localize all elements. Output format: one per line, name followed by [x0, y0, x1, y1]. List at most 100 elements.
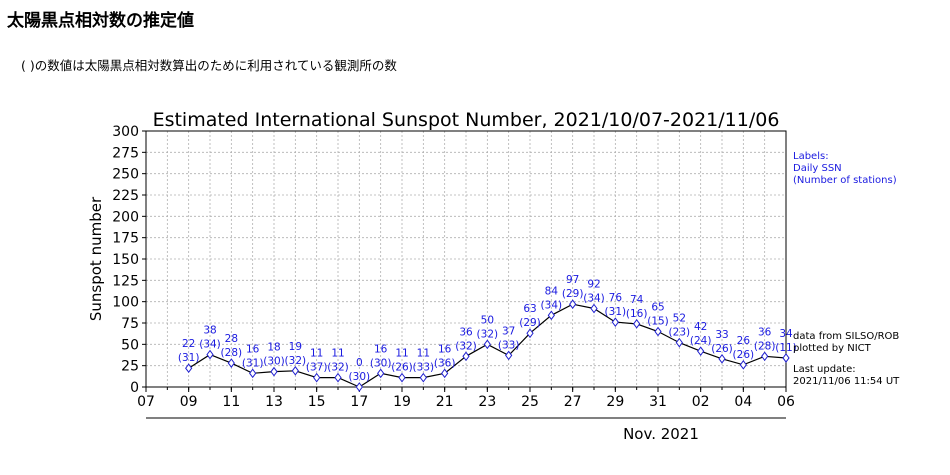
data-point-marker — [206, 349, 214, 360]
x-tick-label: 29 — [606, 394, 624, 410]
data-point-marker — [185, 363, 193, 374]
stations-label: (24) — [690, 335, 712, 347]
y-tick-label: 250 — [112, 167, 139, 183]
source-line1: data from SILSO/ROB — [793, 331, 899, 342]
data-point-marker — [718, 354, 726, 364]
stations-label: (28) — [221, 347, 243, 359]
data-point-marker — [611, 317, 619, 327]
stations-label: (15) — [647, 316, 669, 328]
y-tick-label: 200 — [112, 209, 139, 225]
stations-label: (11) — [775, 342, 797, 354]
update-line1: Last update: — [793, 364, 856, 375]
stations-label: (36) — [434, 357, 456, 369]
data-point-marker — [462, 351, 470, 362]
stations-label: (32) — [285, 355, 307, 367]
y-tick-label: 50 — [121, 337, 139, 353]
value-label: 50 — [481, 314, 494, 326]
data-point-marker — [355, 382, 363, 392]
x-tick-label: 13 — [265, 394, 283, 410]
stations-label: (34) — [583, 292, 605, 304]
value-label: 16 — [438, 343, 452, 355]
value-label: 33 — [715, 329, 728, 341]
data-point-marker — [398, 372, 406, 383]
source-line2: plotted by NICT — [793, 343, 872, 354]
x-tick-label: 11 — [222, 394, 240, 410]
value-label: 36 — [758, 326, 772, 338]
x-tick-label: 27 — [564, 394, 582, 410]
x-tick-label: 17 — [350, 394, 368, 410]
value-label: 65 — [651, 302, 664, 314]
x-tick-label: 04 — [734, 394, 752, 410]
stations-note: ( )の数値は太陽黒点相対数算出のために利用されている観測所の数 — [21, 58, 397, 73]
month-label: Nov. 2021 — [623, 425, 699, 443]
value-label: 42 — [694, 321, 707, 333]
y-tick-label: 225 — [112, 188, 139, 204]
stations-label: (33) — [498, 339, 520, 351]
x-tick-label: 23 — [478, 394, 496, 410]
value-label: 37 — [502, 325, 515, 337]
x-tick-label: 02 — [692, 394, 710, 410]
x-tick-label: 15 — [308, 394, 326, 410]
stations-label: (32) — [477, 328, 499, 340]
value-label: 16 — [246, 343, 260, 355]
x-tick-label: 09 — [180, 394, 198, 410]
stations-label: (32) — [455, 340, 477, 352]
stations-label: (31) — [242, 357, 264, 369]
data-point-marker — [505, 350, 513, 361]
y-axis-label: Sunspot number — [87, 196, 105, 321]
y-tick-label: 125 — [112, 273, 139, 289]
y-tick-label: 100 — [112, 295, 139, 311]
data-point-marker — [249, 368, 257, 379]
page-title: 太陽黒点相対数の推定値 — [7, 11, 194, 31]
value-label: 92 — [587, 278, 600, 290]
value-label: 28 — [225, 333, 238, 345]
data-point-marker — [739, 359, 747, 370]
stations-label: (26) — [391, 362, 413, 374]
value-label: 18 — [267, 342, 280, 354]
x-tick-label: 21 — [436, 394, 454, 410]
update-line2: 2021/11/06 11:54 UT — [793, 376, 900, 387]
stations-label: (31) — [178, 352, 200, 364]
stations-label: (32) — [327, 362, 349, 374]
value-label: 11 — [331, 348, 344, 360]
data-point-marker — [483, 339, 491, 350]
value-label: 74 — [630, 294, 644, 306]
data-point-marker — [569, 299, 577, 310]
data-point-marker — [270, 366, 278, 377]
value-label: 22 — [182, 338, 195, 350]
x-tick-label: 07 — [137, 394, 155, 410]
data-point-marker — [441, 368, 449, 379]
stations-label: (34) — [541, 299, 563, 311]
stations-label: (31) — [605, 306, 627, 318]
data-point-marker — [782, 353, 790, 363]
x-axis: 07 09 11 13 15 17 19 21 23 25 27 29 31 02 04 06 — [137, 387, 795, 410]
labels-heading: Labels: — [793, 151, 829, 162]
value-label: 76 — [609, 292, 623, 304]
stations-label: (29) — [562, 288, 584, 300]
value-label: 11 — [310, 348, 323, 360]
y-tick-label: 275 — [112, 145, 139, 161]
y-tick-label: 0 — [130, 380, 139, 396]
y-tick-label: 150 — [112, 252, 139, 268]
value-label: 36 — [459, 326, 473, 338]
stations-label: (29) — [519, 317, 541, 329]
stations-label: (33) — [413, 362, 435, 374]
stations-label: (26) — [733, 349, 755, 361]
y-tick-label: 25 — [121, 359, 139, 375]
stations-label: (28) — [754, 340, 776, 352]
labels-line1: Daily SSN — [793, 163, 842, 174]
value-label: 26 — [737, 335, 751, 347]
stations-label: (26) — [711, 343, 733, 355]
value-label: 84 — [545, 285, 559, 297]
y-tick-label: 175 — [112, 231, 139, 247]
data-point-marker — [547, 310, 555, 321]
stations-label: (30) — [349, 371, 371, 383]
y-tick-label: 75 — [121, 316, 139, 332]
value-label: 11 — [395, 348, 408, 360]
value-label: 34 — [779, 328, 793, 340]
data-point-marker — [590, 303, 598, 314]
data-point-marker — [419, 372, 427, 383]
value-label: 0 — [356, 357, 363, 369]
stations-label: (30) — [370, 357, 392, 369]
value-label: 19 — [289, 341, 302, 353]
